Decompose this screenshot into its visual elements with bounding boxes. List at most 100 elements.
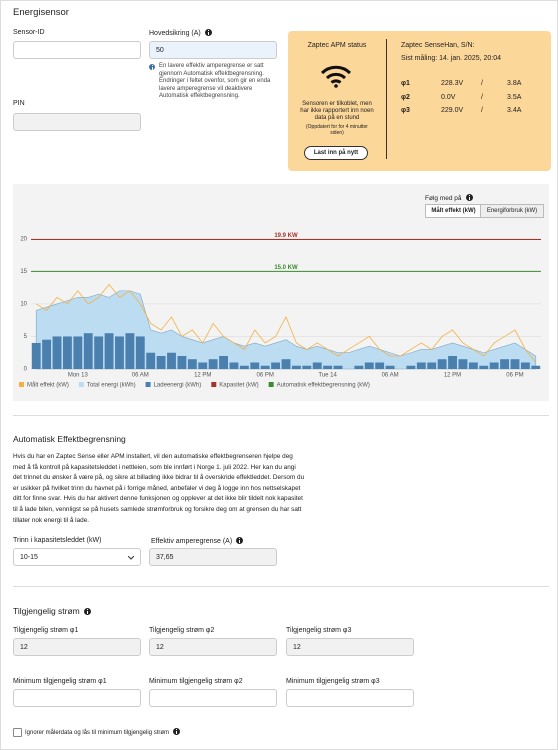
lade-bar	[364, 362, 374, 369]
voltage: 228.3V	[441, 80, 464, 87]
label-row: Hovedsikring (A)	[149, 29, 212, 37]
chart-card: 0 5 10 15 20 Mon 13 06 AM 12 PM 06 PM Tue 14 06 AM…	[13, 184, 549, 401]
lade-bar	[479, 365, 489, 369]
min-input[interactable]	[149, 689, 277, 707]
current: 3.8A	[507, 80, 522, 87]
y-tick-label: 10	[20, 301, 27, 307]
label: Minimum tilgjengelig strøm φ2	[149, 678, 243, 685]
lade-bar	[104, 333, 114, 369]
current-input[interactable]: 12	[286, 638, 414, 656]
y-tick-label: 0	[24, 367, 28, 373]
section-title: Automatisk Effektbegrensning	[13, 434, 126, 444]
device: Zaptec SenseHan, S/N:	[401, 42, 475, 49]
min-input[interactable]	[13, 689, 141, 707]
legend-swatch	[19, 382, 24, 387]
lade-bar	[187, 359, 197, 369]
lade-bar	[239, 365, 249, 369]
wifi-icon	[320, 65, 352, 88]
label: Tilgjengelig strøm φ3	[286, 627, 352, 634]
legend-swatch	[268, 382, 274, 387]
legend-swatch	[211, 382, 217, 387]
paragraph: Hvis du har en Zaptec Sense eller APM in…	[13, 453, 305, 524]
y-tick-label: 20	[20, 236, 27, 242]
legend-label: Automatisk effektbegrensning (kW)	[277, 383, 370, 389]
legend-label: Ladeenergi (kWh)	[154, 383, 202, 389]
lade-bar	[291, 365, 301, 369]
reload-button[interactable]: Last inn på nytt	[304, 146, 368, 160]
follow-row: Følg med på	[425, 194, 473, 202]
info-icon[interactable]	[465, 194, 473, 201]
tab[interactable]: Energiforbruk (kW)	[480, 204, 544, 218]
label: Hovedsikring (A)	[149, 30, 201, 37]
lade-bar	[520, 362, 530, 369]
info-icon[interactable]	[204, 29, 212, 36]
step-select[interactable]: 10-15	[13, 548, 141, 566]
current-input[interactable]: 12	[13, 638, 141, 656]
checkbox-row: Ignorer målerdata og lås til minimum til…	[25, 728, 181, 736]
last-measure: Sist måling: 14. jan. 2025, 20:04	[401, 55, 502, 62]
min-input[interactable]	[286, 689, 414, 707]
amp-input[interactable]: 37,65	[149, 548, 277, 566]
lade-bar	[73, 336, 83, 369]
divider	[386, 39, 387, 159]
label: Sensor-ID	[13, 29, 45, 36]
sensor-id-input[interactable]	[13, 41, 141, 59]
sep: /	[481, 107, 483, 114]
info-icon[interactable]	[83, 608, 91, 615]
lade-bar	[458, 359, 468, 369]
note: En lavere effektiv amperegrense er satt …	[149, 63, 277, 101]
lade-bar	[83, 333, 93, 369]
label: Tilgjengelig strøm φ2	[149, 627, 215, 634]
lade-bar	[260, 365, 270, 369]
lade-bar	[94, 336, 104, 369]
current-input[interactable]: 12	[149, 638, 277, 656]
fuse-input[interactable]: 50	[149, 41, 277, 59]
label: Trinn i kapasitetsleddet (kW)	[13, 537, 102, 544]
lade-bar	[406, 365, 416, 369]
info-icon	[149, 64, 155, 70]
y-tick-label: 15	[20, 269, 27, 275]
legend-label: Total energi (kWh)	[87, 383, 136, 389]
voltage: 0.0V	[441, 93, 456, 101]
limit-label: 19.9 KW	[274, 233, 298, 239]
select-value: 10-15	[20, 554, 38, 561]
divider	[13, 586, 549, 587]
phase: φ2	[401, 93, 410, 101]
legend-label: Kapasitet (kW)	[219, 383, 258, 389]
label: Effektiv amperegrense (A)	[151, 538, 233, 545]
current: 3.4A	[507, 107, 522, 114]
lade-bar	[219, 355, 228, 369]
tab-active[interactable]: Målt effekt (kW)	[425, 204, 482, 218]
lade-bar	[42, 339, 52, 369]
lade-bar	[489, 362, 499, 369]
lade-bar	[156, 355, 166, 369]
lade-bar	[146, 352, 156, 369]
pin-input[interactable]	[13, 113, 141, 131]
info-icon[interactable]	[173, 728, 181, 735]
lade-bar	[52, 336, 62, 369]
checkbox-label: Ignorer målerdata og lås til minimum til…	[25, 730, 170, 736]
checkbox[interactable]	[13, 728, 22, 737]
lade-bar	[63, 336, 72, 369]
chevron	[128, 556, 134, 560]
section-title: Tilgjengelig strøm	[13, 606, 80, 616]
lade-bar	[510, 359, 520, 369]
label: PIN	[13, 100, 25, 107]
x-tick-label: Tue 14	[318, 373, 337, 379]
lade-bar	[208, 359, 218, 369]
label: Minimum tilgjengelig strøm φ1	[13, 678, 107, 685]
x-tick-label: 06 PM	[257, 373, 274, 379]
section-row: Tilgjengelig strøm	[13, 606, 91, 616]
lade-bar	[385, 365, 395, 369]
sep: /	[481, 93, 483, 101]
follow-label: Følg med på	[425, 195, 462, 202]
x-tick-label: 06 PM	[506, 373, 523, 379]
lade-bar	[250, 362, 260, 369]
legend-swatch	[145, 382, 151, 387]
lade-bar	[281, 359, 291, 369]
lade-bar	[468, 362, 478, 369]
lade-bar	[271, 362, 281, 369]
lade-bar	[416, 362, 426, 369]
lade-bar	[125, 333, 135, 369]
info-icon[interactable]	[236, 537, 244, 544]
